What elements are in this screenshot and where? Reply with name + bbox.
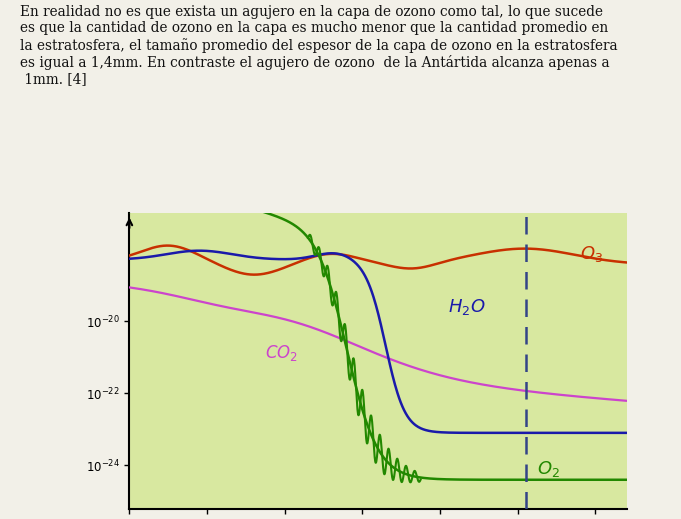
Text: $O_2$: $O_2$: [537, 459, 560, 479]
Text: $CO_2$: $CO_2$: [266, 344, 298, 363]
Text: $H_2O$: $H_2O$: [448, 296, 486, 317]
Text: $O_3$: $O_3$: [580, 244, 603, 264]
Text: En realidad no es que exista un agujero en la capa de ozono como tal, lo que suc: En realidad no es que exista un agujero …: [20, 5, 618, 86]
